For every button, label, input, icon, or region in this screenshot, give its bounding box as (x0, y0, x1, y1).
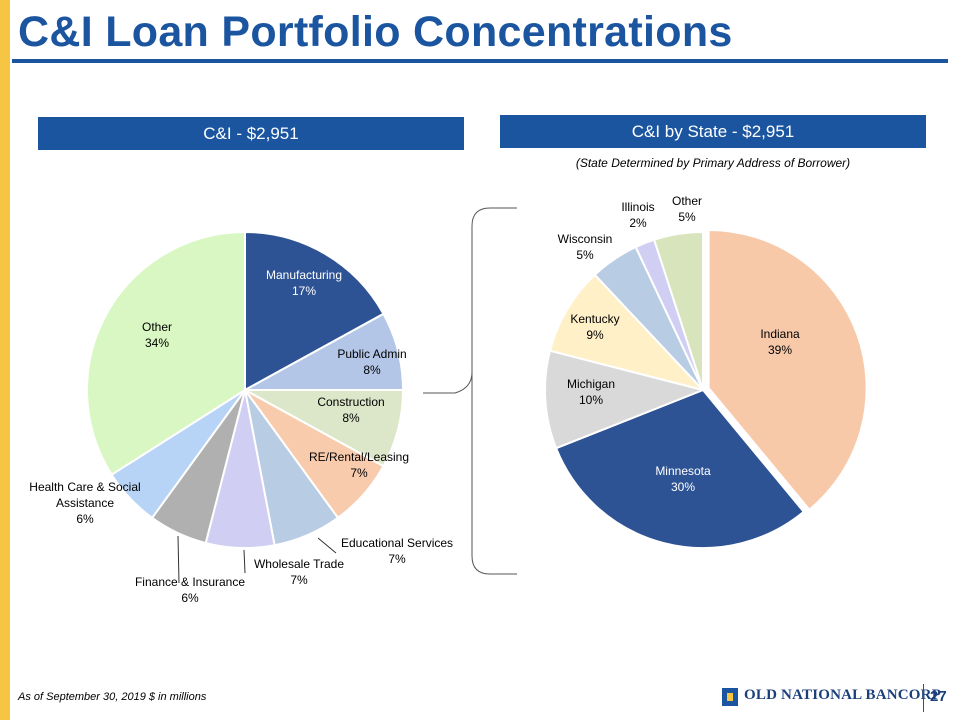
industry-name-label-other: Other (142, 320, 172, 334)
industry-name-label-wholesale-trade: Wholesale Trade (254, 557, 344, 571)
industry-pie: Manufacturing 17% Public Admin 8% Constructi… (29, 230, 453, 605)
state-pct-label-illinois: 2% (629, 216, 647, 230)
state-name-label-michigan: Michigan (567, 377, 615, 391)
industry-pct-label-construction: 8% (342, 411, 360, 425)
state-slice-michigan (544, 349, 707, 450)
industry-pct-label-wholesale-trade: 7% (290, 573, 308, 587)
state-name-label-other: Other (672, 194, 702, 208)
industry-name-label-re-rental-leasing: RE/Rental/Leasing (309, 450, 409, 464)
state-name-label-wisconsin: Wisconsin (558, 232, 613, 246)
state-pct-label-other: 5% (678, 210, 696, 224)
state-pct-label-kentucky: 9% (586, 328, 604, 342)
state-slice-indiana (707, 228, 868, 512)
right-chart-header: C&I by State - $2,951 (500, 115, 926, 148)
state-pct-label-michigan: 10% (579, 393, 603, 407)
state-pct-label-indiana: 39% (768, 343, 792, 357)
industry-pct-label-educational-services: 7% (388, 552, 406, 566)
title-rule (12, 59, 948, 63)
right-chart-subtitle: (State Determined by Primary Address of … (575, 156, 851, 170)
state-name-label-indiana: Indiana (760, 327, 800, 341)
page-title: C&I Loan Portfolio Concentrations (18, 8, 733, 56)
industry-pct-label-manufacturing: 17% (292, 284, 316, 298)
footnote: As of September 30, 2019 $ in millions (18, 691, 207, 703)
industry-leader-line-educational-services (317, 537, 337, 554)
industry-name-label-finance-insurance: Finance & Insurance (135, 575, 245, 589)
state-pie: Indiana 39% Minnesota 30% Michigan 10% Kentuck… (544, 194, 868, 549)
industry-name-label-public-admin: Public Admin (337, 347, 406, 361)
industry-name-label-health-care-social-assistance: Assistance (56, 496, 114, 510)
industry-pct-label-health-care-social-assistance: 6% (76, 512, 94, 526)
industry-leader-line-wholesale-trade (243, 549, 246, 574)
state-slice-minnesota (554, 388, 806, 549)
industry-pct-label-other: 34% (145, 336, 169, 350)
left-chart-header: C&I - $2,951 (38, 117, 464, 150)
state-name-label-minnesota: Minnesota (655, 464, 711, 478)
page-number: 27 (930, 688, 947, 705)
industry-pct-label-public-admin: 8% (363, 363, 381, 377)
industry-pct-label-finance-insurance: 6% (181, 591, 199, 605)
logo-mark-icon (722, 688, 738, 706)
industry-name-label-health-care-social-assistance: Health Care & Social (29, 480, 140, 494)
industry-pct-label-re-rental-leasing: 7% (350, 466, 368, 480)
accent-bar (0, 0, 10, 720)
page-separator (923, 684, 924, 712)
industry-name-label-educational-services: Educational Services (341, 536, 453, 550)
state-pct-label-wisconsin: 5% (576, 248, 594, 262)
state-pct-label-minnesota: 30% (671, 480, 695, 494)
bracket-connector (423, 207, 517, 575)
state-name-label-kentucky: Kentucky (570, 312, 619, 326)
industry-slice-other (86, 230, 246, 477)
state-slice-kentucky (548, 273, 707, 392)
industry-leader-line-finance-insurance (177, 535, 180, 584)
industry-slice-manufacturing (244, 230, 385, 392)
company-logo: OLD NATIONAL BANCORP (722, 686, 941, 710)
industry-name-label-construction: Construction (317, 395, 384, 409)
state-name-label-illinois: Illinois (621, 200, 654, 214)
state-slice-other (652, 230, 704, 391)
logo-text: OLD NATIONAL BANCORP (744, 687, 942, 703)
industry-name-label-manufacturing: Manufacturing (266, 268, 342, 282)
